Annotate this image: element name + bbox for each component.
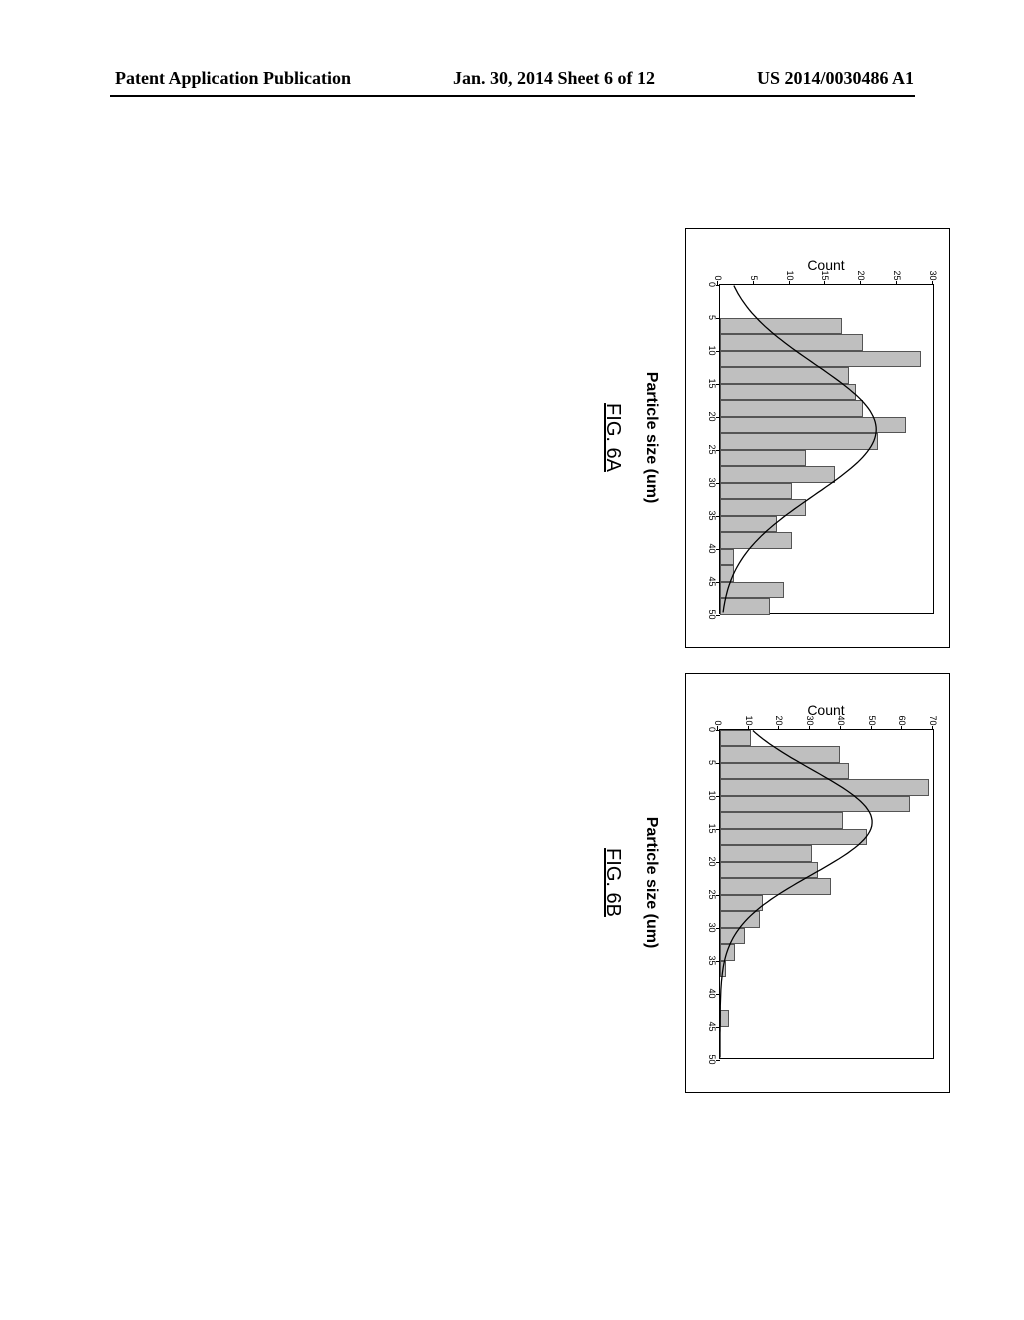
x-tick-label: 5 [707, 315, 717, 320]
distribution-curve [720, 730, 933, 1058]
y-tick-label: 30 [928, 270, 938, 280]
x-tick-label: 10 [707, 345, 717, 355]
x-tick-label: 40 [707, 988, 717, 998]
x-tick-label: 0 [707, 282, 717, 287]
x-tick-label: 50 [707, 609, 717, 619]
header-right: US 2014/0030486 A1 [757, 68, 914, 89]
header-center: Jan. 30, 2014 Sheet 6 of 12 [453, 68, 655, 89]
header-left: Patent Application Publication [115, 68, 351, 89]
x-tick-label: 30 [707, 477, 717, 487]
chart-frame-6a: 05101520253005101520253035404550 Count [685, 228, 950, 648]
x-tick-label: 10 [707, 790, 717, 800]
y-tick-label: 20 [856, 270, 866, 280]
header-rule [110, 95, 915, 97]
y-tick-label: 60 [897, 715, 907, 725]
x-tick-label: 25 [707, 889, 717, 899]
x-tick-label: 20 [707, 856, 717, 866]
panel-fig-6b: 01020304050607005101520253035404550 Coun… [601, 673, 950, 1093]
x-tick-label: 15 [707, 378, 717, 388]
y-tick-label: 5 [749, 275, 759, 280]
x-tick-label: 20 [707, 411, 717, 421]
y-tick-label: 0 [713, 720, 723, 725]
x-tick-label: 50 [707, 1054, 717, 1064]
page-header: Patent Application Publication Jan. 30, … [0, 68, 1024, 89]
panel-fig-6a: 05101520253005101520253035404550 Count P… [601, 228, 950, 648]
y-axis-label-6b: Count [797, 702, 857, 718]
x-tick-label: 45 [707, 1021, 717, 1031]
x-tick-label: 5 [707, 760, 717, 765]
y-tick-label: 50 [867, 715, 877, 725]
y-axis-label-6a: Count [797, 257, 857, 273]
x-tick-label: 40 [707, 543, 717, 553]
x-axis-label-6a: Particle size (um) [642, 372, 660, 504]
chart-frame-6b: 01020304050607005101520253035404550 Coun… [685, 673, 950, 1093]
y-tick-label: 70 [928, 715, 938, 725]
caption-6b: FIG. 6B [601, 848, 624, 917]
y-tick-label: 25 [892, 270, 902, 280]
x-axis-label-6b: Particle size (um) [642, 817, 660, 949]
x-tick-label: 35 [707, 510, 717, 520]
y-tick-label: 10 [744, 715, 754, 725]
x-tick-label: 15 [707, 823, 717, 833]
caption-6a: FIG. 6A [601, 403, 624, 472]
plot-area-6a: 05101520253005101520253035404550 [719, 284, 934, 614]
y-tick-label: 20 [774, 715, 784, 725]
figure-stage: 05101520253005101520253035404550 Count P… [70, 350, 950, 970]
y-tick-label: 0 [713, 275, 723, 280]
x-tick-label: 0 [707, 727, 717, 732]
x-tick-label: 35 [707, 955, 717, 965]
panel-row: 05101520253005101520253035404550 Count P… [601, 350, 950, 970]
plot-area-6b: 01020304050607005101520253035404550 [719, 729, 934, 1059]
x-tick-label: 30 [707, 922, 717, 932]
distribution-curve [720, 285, 933, 613]
x-tick-label: 45 [707, 576, 717, 586]
y-tick-label: 10 [785, 270, 795, 280]
x-tick-label: 25 [707, 444, 717, 454]
